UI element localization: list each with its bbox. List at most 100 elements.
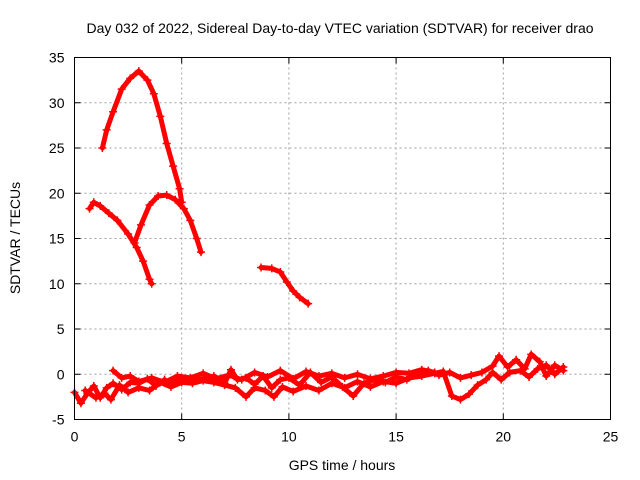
y-tick-label: 30 bbox=[49, 95, 65, 111]
data-point bbox=[117, 373, 126, 382]
data-point bbox=[145, 386, 154, 395]
data-point bbox=[154, 191, 163, 200]
data-point bbox=[456, 395, 465, 404]
data-point bbox=[115, 381, 124, 390]
data-point bbox=[102, 125, 111, 134]
data-point bbox=[340, 383, 349, 392]
data-point bbox=[169, 162, 178, 171]
data-point bbox=[542, 361, 551, 370]
data-point bbox=[231, 383, 240, 392]
data-point bbox=[512, 355, 521, 364]
data-point bbox=[535, 357, 544, 366]
data-point bbox=[220, 381, 229, 390]
data-point bbox=[550, 370, 559, 379]
data-point bbox=[488, 368, 497, 377]
data-point bbox=[179, 204, 188, 213]
data-point bbox=[104, 209, 113, 218]
data-point bbox=[282, 277, 291, 286]
data-point bbox=[417, 365, 426, 374]
data-point bbox=[477, 368, 486, 377]
data-point bbox=[145, 201, 154, 210]
data-point bbox=[136, 220, 145, 229]
data-point bbox=[91, 393, 100, 402]
data-point bbox=[464, 390, 473, 399]
x-tick-label: 15 bbox=[388, 429, 404, 445]
series-arc-3 bbox=[130, 191, 205, 257]
data-point bbox=[542, 372, 551, 381]
data-point bbox=[113, 216, 122, 225]
data-point bbox=[276, 375, 285, 384]
data-point bbox=[106, 395, 115, 404]
data-point bbox=[527, 350, 536, 359]
data-point bbox=[267, 264, 276, 273]
data-point bbox=[257, 263, 266, 272]
data-point bbox=[126, 372, 135, 381]
data-point bbox=[81, 386, 90, 395]
y-tick-label: -5 bbox=[52, 412, 65, 428]
ticks-layer: 0 5 10 15 20 25 -5 0 5 10 15 20 25 30 35 bbox=[49, 50, 619, 445]
data-point bbox=[278, 382, 287, 391]
data-point bbox=[495, 352, 504, 361]
series-arc-1 bbox=[98, 67, 186, 207]
data-point bbox=[199, 376, 208, 385]
data-point bbox=[349, 391, 358, 400]
series-arc-7 bbox=[109, 365, 439, 387]
data-point bbox=[250, 383, 259, 392]
data-point bbox=[467, 371, 476, 380]
y-tick-label: 15 bbox=[49, 231, 65, 247]
data-point bbox=[162, 191, 171, 200]
data-point bbox=[192, 234, 201, 243]
series-line bbox=[258, 265, 311, 307]
data-point bbox=[327, 379, 336, 388]
y-tick-label: 0 bbox=[57, 366, 65, 382]
data-point bbox=[314, 372, 323, 381]
series-arc-2 bbox=[85, 198, 156, 288]
data-point bbox=[379, 372, 388, 381]
data-point bbox=[559, 363, 568, 372]
data-point bbox=[304, 299, 313, 308]
data-point bbox=[261, 386, 270, 395]
data-point bbox=[143, 76, 152, 85]
data-point bbox=[147, 373, 156, 382]
data-point bbox=[134, 67, 143, 76]
data-point bbox=[445, 368, 454, 377]
data-point bbox=[147, 279, 156, 288]
data-point bbox=[314, 386, 323, 395]
data-point bbox=[533, 364, 542, 373]
data-point bbox=[109, 366, 118, 375]
data-point bbox=[166, 382, 175, 391]
data-point bbox=[102, 383, 111, 392]
data-point bbox=[196, 248, 205, 257]
data-point bbox=[237, 375, 246, 384]
data-point bbox=[224, 371, 233, 380]
data-point bbox=[317, 378, 326, 387]
data-point bbox=[177, 378, 186, 387]
data-point bbox=[126, 74, 135, 83]
series-arc-4 bbox=[257, 263, 313, 308]
data-point bbox=[289, 387, 298, 396]
data-point bbox=[175, 184, 184, 193]
x-tick-label: 20 bbox=[496, 429, 512, 445]
data-point bbox=[186, 216, 195, 225]
series-line bbox=[82, 362, 566, 403]
x-tick-label: 10 bbox=[281, 429, 297, 445]
data-point bbox=[186, 373, 195, 382]
data-point bbox=[289, 374, 298, 383]
x-axis-label: GPS time / hours bbox=[289, 457, 396, 473]
data-point bbox=[302, 367, 311, 376]
data-point bbox=[302, 382, 311, 391]
data-point bbox=[242, 392, 251, 401]
data-point bbox=[173, 372, 182, 381]
data-point bbox=[149, 89, 158, 98]
data-point bbox=[227, 365, 236, 374]
data-point bbox=[139, 257, 148, 266]
data-point bbox=[124, 229, 133, 238]
data-point bbox=[267, 383, 276, 392]
data-point bbox=[160, 378, 169, 387]
data-point bbox=[353, 377, 362, 386]
grid-layer bbox=[74, 57, 611, 420]
data-point bbox=[109, 379, 118, 388]
data-point bbox=[473, 381, 482, 390]
data-point bbox=[188, 379, 197, 388]
y-axis-label: SDTVAR / TECUs bbox=[7, 182, 23, 294]
